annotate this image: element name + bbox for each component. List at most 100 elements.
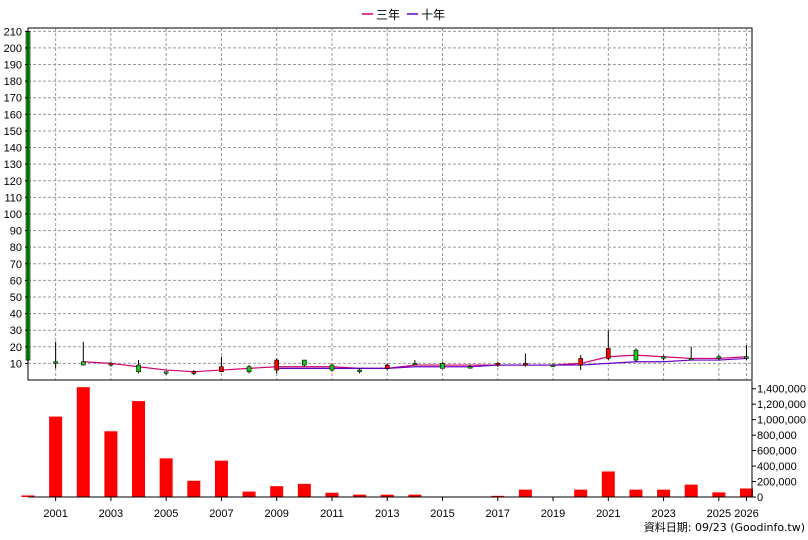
year-tick-label: 2025 [707,508,731,520]
ma-line [276,357,747,369]
year-tick-label: 2003 [99,508,123,520]
candle-body [744,356,749,359]
candle-body [191,371,197,374]
volume-bar [684,484,698,497]
volume-bar [187,480,201,497]
volume-bar [104,431,118,497]
candle-body [633,349,639,361]
candle-body [688,358,694,361]
candle-body [163,371,169,374]
candle-body [302,359,307,366]
price-tick-label: 180 [4,76,22,88]
year-tick-label: 2021 [596,508,620,520]
volume-bar [353,494,367,497]
price-tick-label: 10 [10,358,22,370]
volume-bar [159,458,173,497]
year-tick-label: 2026 [734,508,758,520]
price-tick-label: 190 [4,60,22,72]
price-tick-label: 60 [10,275,22,287]
volume-bar [76,387,90,497]
volume-tick-label: 1,400,000 [757,384,806,396]
legend-label-3yr: 三年 [376,8,400,22]
legend-label-10yr: 十年 [421,8,445,22]
year-tick-label: 2011 [320,508,344,520]
volume-bar [242,491,256,497]
candle-body [274,359,280,371]
volume-tick-label: 1,000,000 [757,415,806,427]
volume-bar [574,489,588,497]
candle-body [329,364,335,371]
volume-bar [132,401,146,497]
volume-bar [214,460,228,497]
candle-body [523,363,528,366]
price-tick-label: 120 [4,176,22,188]
volume-bar [49,416,63,497]
candle-body [550,364,556,367]
candle-body [219,366,224,372]
price-tick-label: 50 [10,292,22,304]
volume-bar [601,471,615,497]
volume-bar [657,489,671,497]
volume-bar [491,495,505,497]
volume-axis: 0 200,000 400,000 600,000 800,000 1,000,000 1,… [752,384,806,504]
volume-tick-label: 0 [757,492,763,504]
candle-body [108,363,114,366]
year-tick-label: 2019 [541,508,565,520]
candle-body [357,369,362,372]
candle-body [440,363,445,369]
year-tick-label: 2007 [209,508,233,520]
price-tick-label: 130 [4,159,22,171]
volume-tick-label: 600,000 [757,446,797,458]
volume-bar [739,488,753,497]
price-tick-label: 100 [4,209,22,221]
volume-tick-label: 1,200,000 [757,399,806,411]
price-panel-border [27,27,753,381]
price-tick-label: 140 [4,143,22,155]
price-tick-label: 210 [4,26,22,38]
plot-frame [27,27,753,498]
candle-body [53,361,58,364]
price-tick-label: 40 [10,309,22,321]
year-tick-label: 2001 [43,508,67,520]
candle-body [80,361,86,366]
year-tick-label: 2015 [430,508,454,520]
candle-body [661,356,666,359]
candle-body [136,364,141,372]
volume-bar [325,492,339,497]
year-tick-label: 2005 [154,508,178,520]
price-tick-label: 110 [4,192,22,204]
volume-bar [518,489,532,497]
price-tick-label: 170 [4,93,22,105]
year-tick-label: 2023 [651,508,675,520]
candle-body [246,366,252,372]
candle-body [467,366,473,369]
volume-bars [21,387,753,497]
year-axis: 2001 2003 2005 2007 2009 2011 2013 2015 2017 2019… [43,497,759,520]
data-date-credit: 資料日期: 09/23 (Goodinfo.tw) [644,520,805,534]
price-tick-label: 30 [10,325,22,337]
volume-tick-label: 800,000 [757,430,797,442]
candle-body [412,363,418,366]
year-tick-label: 2013 [375,508,399,520]
volume-bar [270,486,284,497]
volume-bar [380,494,394,497]
price-tick-label: 20 [10,342,22,354]
price-tick-label: 160 [4,109,22,121]
volume-tick-label: 200,000 [757,477,797,489]
price-tick-label: 90 [10,226,22,238]
volume-bar [629,489,643,497]
grid [28,28,752,380]
candle-body [384,364,390,369]
price-tick-label: 200 [4,43,22,55]
volume-bar [21,495,35,497]
volume-tick-label: 400,000 [757,461,797,473]
price-axis: 10 20 30 40 50 60 70 80 90 100 110 120 130 140 150 160 1… [4,26,28,370]
candle-body [606,348,611,359]
legend: 三年 十年 [362,8,445,22]
candle-body [578,358,583,366]
price-tick-label: 150 [4,126,22,138]
volume-bar [297,483,311,497]
price-tick-label: 80 [10,242,22,254]
volume-bar [712,492,726,497]
